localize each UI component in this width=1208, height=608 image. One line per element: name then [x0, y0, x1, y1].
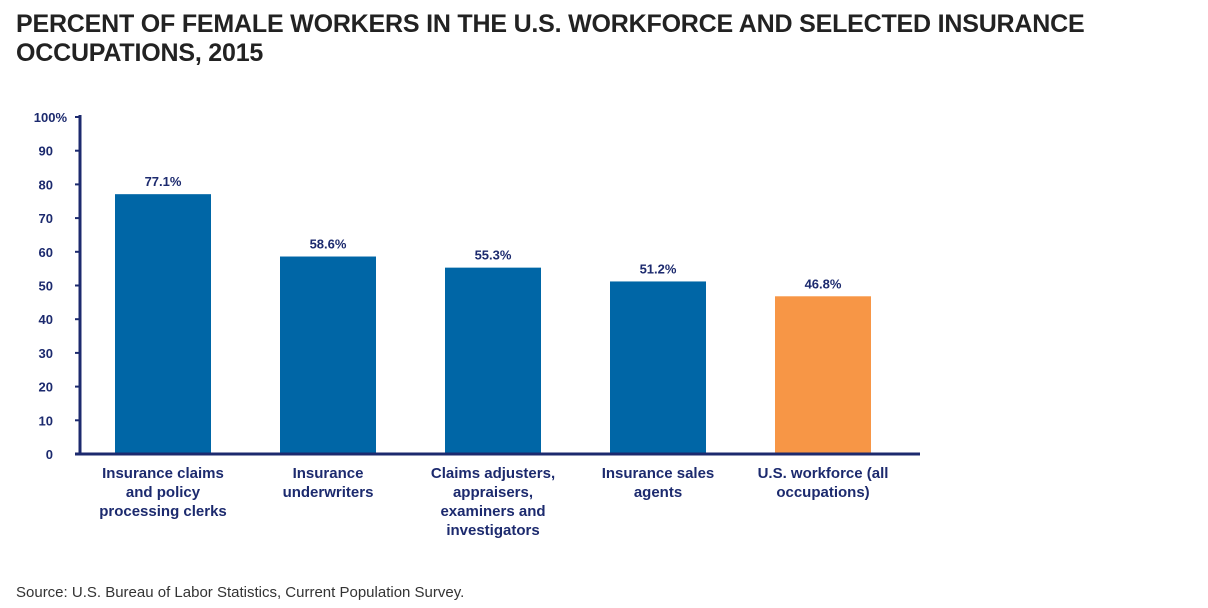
- y-tick-label-10: 10: [39, 413, 53, 428]
- bar-4: [610, 281, 706, 454]
- data-label-5: 46.8%: [805, 276, 842, 291]
- bar-3: [445, 267, 541, 454]
- data-labels-layer: 77.1% 58.6% 55.3% 51.2% 46.8%: [145, 174, 842, 291]
- y-tick-label-100: 100%: [34, 110, 68, 125]
- data-label-3: 55.3%: [475, 248, 512, 263]
- axis-layer: 0 10 20 30 40 50 60 70 80 90 100%: [34, 110, 920, 462]
- y-tick-label-80: 80: [39, 177, 53, 192]
- category-label-4: Insurance sales agents: [602, 465, 715, 501]
- bars-layer: [115, 194, 871, 454]
- y-tick-label-20: 20: [39, 380, 53, 395]
- data-label-1: 77.1%: [145, 174, 182, 189]
- bar-2: [280, 256, 376, 454]
- bar-1: [115, 194, 211, 454]
- data-label-2: 58.6%: [310, 237, 347, 252]
- y-tick-label-50: 50: [39, 279, 53, 294]
- category-label-1: Insurance claims and policy processing cle…: [99, 465, 227, 520]
- category-labels-layer: Insurance claims and policy processing cle…: [99, 465, 888, 539]
- data-label-4: 51.2%: [640, 261, 677, 276]
- category-label-3: Claims adjusters, appraisers, examiners an…: [431, 465, 555, 539]
- y-tick-label-30: 30: [39, 346, 53, 361]
- y-tick-label-90: 90: [39, 144, 53, 159]
- y-tick-label-0: 0: [46, 447, 53, 462]
- y-tick-label-60: 60: [39, 245, 53, 260]
- chart-title: PERCENT OF FEMALE WORKERS IN THE U.S. WO…: [16, 10, 1085, 67]
- source-note: Source: U.S. Bureau of Labor Statistics,…: [16, 584, 465, 601]
- bar-5: [775, 296, 871, 454]
- category-label-5: U.S. workforce (all occupations): [758, 465, 889, 501]
- category-label-2: Insurance underwriters: [283, 465, 374, 501]
- y-tick-label-40: 40: [39, 312, 53, 327]
- y-tick-label-70: 70: [39, 211, 53, 226]
